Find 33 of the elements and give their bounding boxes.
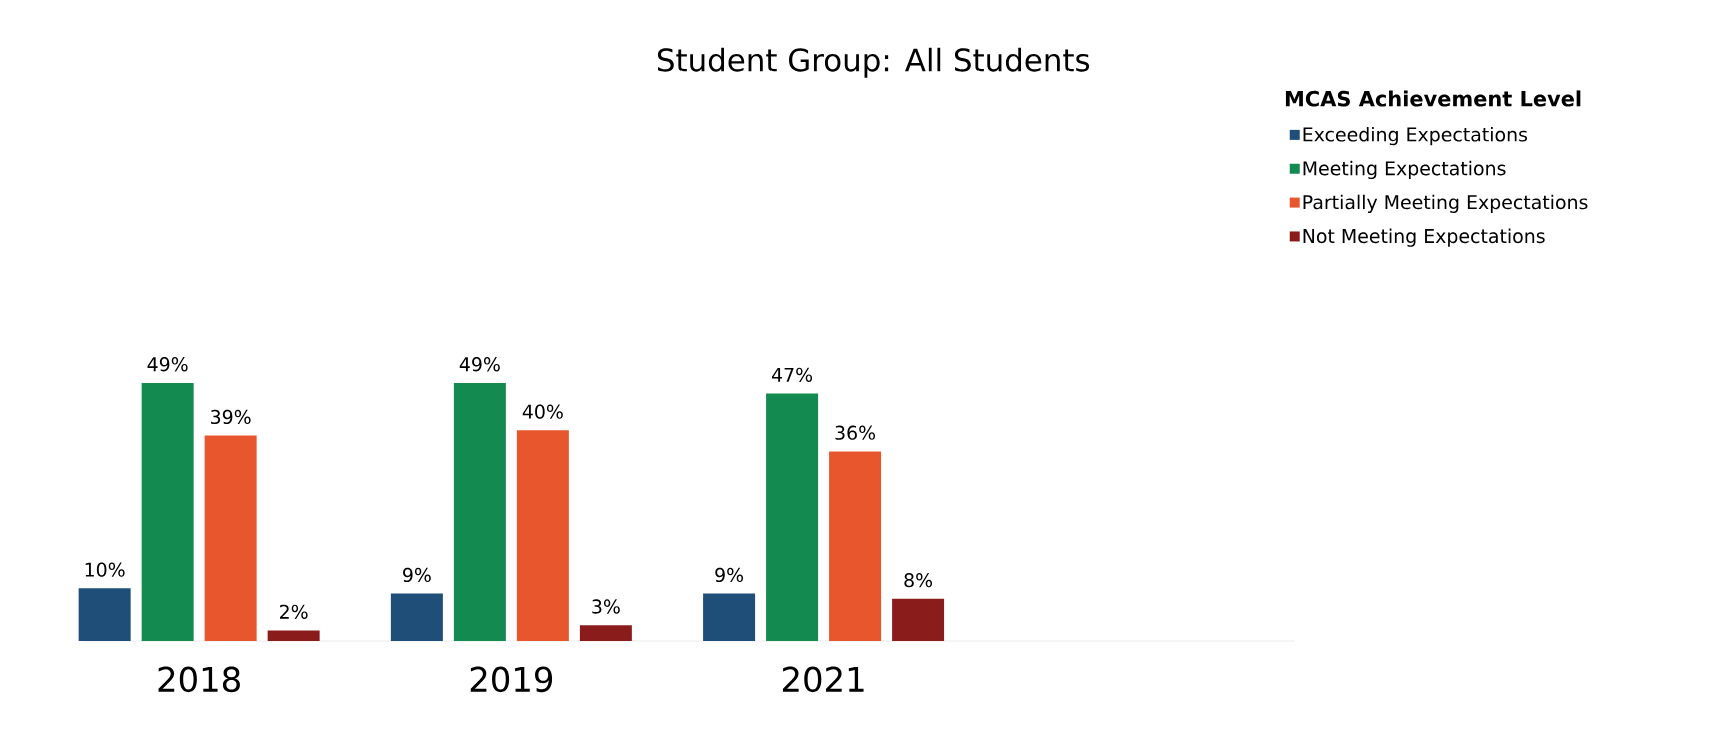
x-tick-label: 2018 [158, 666, 240, 693]
data-label: 8% [904, 573, 933, 588]
chart-title: Student Group: All Students [657, 47, 1090, 78]
legend-title: MCAS Achievement Level [1285, 90, 1581, 107]
x-tick-label: 2019 [470, 666, 553, 693]
data-label: 39% [211, 409, 251, 425]
bar [829, 451, 882, 641]
x-tick-label: 2021 [782, 666, 864, 693]
data-label: 49% [459, 357, 500, 372]
legend-label: Exceeding Expectations [1303, 126, 1528, 146]
data-label: 10% [85, 562, 125, 577]
bar [204, 435, 257, 641]
bar [703, 593, 756, 641]
data-label: 36% [835, 425, 876, 440]
data-label: 49% [147, 357, 188, 372]
data-label: 2% [280, 604, 308, 619]
legend-label: Partially Meeting Expectations [1303, 194, 1588, 213]
data-label: 3% [592, 599, 620, 614]
legend-label: Meeting Expectations [1303, 160, 1506, 180]
bar [267, 630, 320, 641]
data-label: 9% [715, 567, 744, 583]
data-label: 40% [522, 404, 563, 419]
bar [516, 430, 569, 641]
bar [579, 625, 632, 641]
bar [892, 598, 945, 641]
bar [453, 382, 506, 641]
data-label: 9% [403, 567, 431, 583]
bar [390, 593, 443, 641]
data-label: 47% [771, 367, 813, 382]
legend-label: Not Meeting Expectations [1303, 228, 1545, 247]
bar [141, 382, 194, 641]
bar [78, 588, 131, 641]
bar [766, 393, 819, 641]
